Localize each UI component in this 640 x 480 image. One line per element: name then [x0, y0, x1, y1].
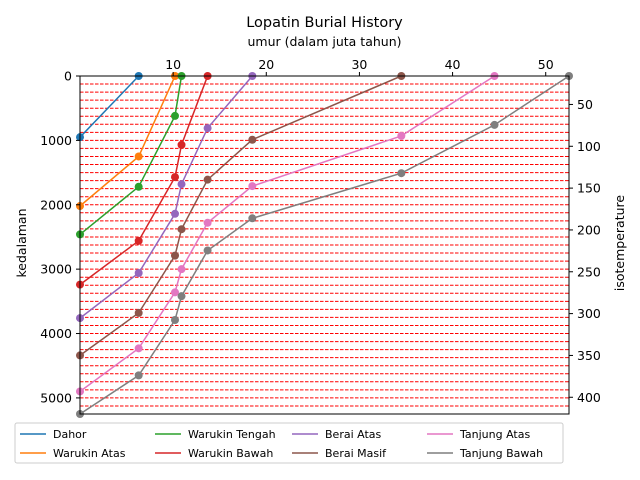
series-point [171, 111, 180, 120]
series-line-5 [79, 75, 402, 357]
y2-tick-label: 400 [577, 390, 601, 405]
x-axis-ticks: 10 20 30 40 50 [165, 57, 554, 76]
x-tick-label: 20 [258, 57, 274, 72]
series-point [134, 182, 143, 191]
series-point [397, 169, 406, 178]
series-point [177, 180, 186, 189]
series-point [203, 124, 212, 133]
y-tick-label: 2000 [40, 197, 72, 212]
series-point [171, 209, 180, 218]
y-axis-ticks: 0 1000 2000 3000 4000 5000 [40, 69, 80, 405]
series-point [177, 140, 186, 149]
legend-label: Tanjung Bawah [459, 447, 543, 460]
y-tick-label: 5000 [40, 390, 72, 405]
series-point [177, 265, 186, 274]
isotherm-lines [80, 83, 569, 415]
x-tick-label: 40 [445, 57, 461, 72]
y2-tick-label: 150 [577, 181, 601, 196]
series-point [248, 135, 257, 144]
series-point [171, 288, 180, 297]
x-tick-label: 50 [538, 57, 554, 72]
y2-tick-label: 250 [577, 264, 601, 279]
y-tick-label: 1000 [40, 133, 72, 148]
series-point [248, 214, 257, 223]
legend: Dahor Warukin Atas Warukin Tengah Warukin B… [14, 422, 564, 464]
series-point [134, 371, 143, 380]
series-point [134, 269, 143, 278]
series-point [248, 182, 257, 191]
chart-title: Lopatin Burial History [246, 15, 403, 31]
y2-axis-ticks: 50 100 150 200 250 300 350 400 [569, 97, 601, 405]
x-axis-label: umur (dalam juta tahun) [247, 34, 401, 49]
series-line-4 [79, 75, 253, 319]
series-line-6 [79, 75, 495, 393]
series-point [134, 236, 143, 245]
legend-box [14, 422, 564, 464]
y2-tick-label: 300 [577, 306, 601, 321]
series-point [171, 316, 180, 325]
series-point [397, 131, 406, 140]
y-tick-label: 0 [64, 69, 72, 84]
series-line-0 [79, 75, 140, 138]
legend-label: Warukin Bawah [188, 447, 273, 460]
series-point [134, 152, 143, 161]
y2-tick-label: 50 [577, 97, 593, 112]
series-point [203, 175, 212, 184]
series-point [177, 225, 186, 234]
y2-axis-label: isotemperature [612, 195, 627, 292]
y2-tick-label: 350 [577, 348, 601, 363]
plot-frame [79, 75, 570, 415]
y2-tick-label: 200 [577, 222, 601, 237]
x-tick-label: 10 [165, 57, 181, 72]
series-point [490, 120, 499, 129]
y2-tick-label: 100 [577, 139, 601, 154]
legend-label: Berai Atas [325, 428, 382, 441]
series-line-2 [79, 75, 183, 235]
series-line-1 [79, 75, 176, 207]
legend-label: Dahor [53, 428, 87, 441]
x-tick-label: 30 [351, 57, 367, 72]
series-point [203, 246, 212, 255]
y-axis-label: kedalaman [14, 209, 29, 278]
series-point [171, 251, 180, 260]
series-point [134, 308, 143, 317]
series-point [171, 173, 180, 182]
legend-label: Warukin Atas [53, 447, 126, 460]
legend-label: Warukin Tengah [188, 428, 276, 441]
y-tick-label: 3000 [40, 262, 72, 277]
series-point [134, 344, 143, 353]
series-point [177, 292, 186, 301]
series-point [203, 218, 212, 227]
legend-label: Berai Masif [325, 447, 387, 460]
y-tick-label: 4000 [40, 326, 72, 341]
legend-label: Tanjung Atas [459, 428, 530, 441]
